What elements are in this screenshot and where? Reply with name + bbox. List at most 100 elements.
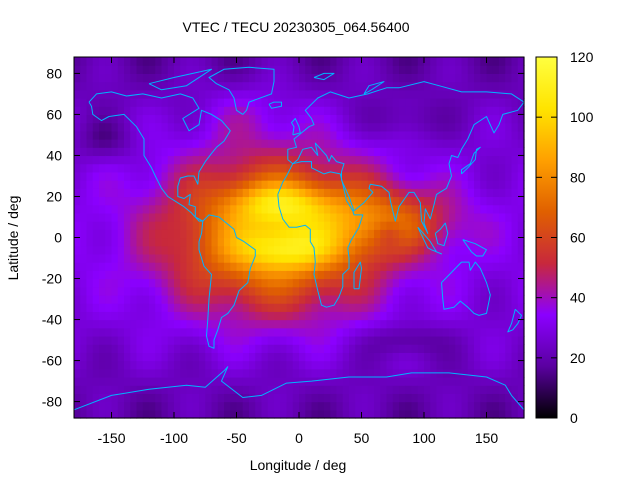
heatmap-cell [261,81,269,91]
heatmap-cell [355,270,363,280]
heatmap-cell [399,114,406,124]
heatmap-cell [192,409,200,419]
heatmap-cell [99,245,106,255]
heatmap-cell [374,106,381,116]
heatmap-cell [474,212,481,222]
heatmap-cell [230,262,238,271]
heatmap-cell [417,311,425,321]
heatmap-cell [186,286,194,296]
heatmap-cell [292,65,300,74]
heatmap-cell [480,262,488,271]
heatmap-cell [392,204,400,214]
heatmap-cell [424,114,431,124]
heatmap-cell [511,319,519,329]
heatmap-cell [161,204,169,214]
heatmap-cell [505,106,513,116]
heatmap-cell [224,155,231,165]
heatmap-cell [367,237,375,247]
heatmap-cell [367,89,375,99]
heatmap-cell [186,65,194,74]
heatmap-cell [474,311,481,321]
heatmap-cell [374,360,381,370]
heatmap-cell [374,122,381,132]
heatmap-cell [174,262,181,271]
heatmap-cell [367,311,375,321]
heatmap-cell [199,311,206,321]
heatmap-cell [467,73,475,83]
heatmap-cell [411,98,419,107]
heatmap-cell [442,335,450,345]
heatmap-cell [461,204,469,214]
heatmap-cell [511,385,519,394]
heatmap-cell [505,114,513,124]
heatmap-cell [274,253,281,263]
heatmap-cell [111,393,119,403]
heatmap-cell [486,155,494,165]
heatmap-cell [161,106,169,116]
new-guinea-coastline [462,239,487,257]
heatmap-cell [242,204,250,214]
heatmap-cell [136,130,144,140]
heatmap-cell [342,57,350,66]
heatmap-cell [211,409,219,419]
heatmap-cell [224,204,231,214]
heatmap-cell [174,163,181,173]
heatmap-cell [486,229,494,239]
heatmap-cell [417,237,425,247]
heatmap-cell [292,114,300,124]
heatmap-cell [192,237,200,247]
heatmap-cell [492,188,500,198]
heatmap-cell [230,171,238,181]
borneo-coastline [434,222,449,247]
heatmap-cell [230,229,238,239]
heatmap-cell [130,360,138,370]
x-tick-label: 0 [295,430,303,446]
heatmap-cell [117,180,125,189]
heatmap-cell [511,122,519,132]
heatmap-cell [305,352,313,362]
heatmap-cell [492,311,500,321]
heatmap-cell [386,114,394,124]
heatmap-cell [449,163,456,173]
heatmap-cell [349,352,356,362]
heatmap-cell [342,171,350,181]
heatmap-cell [355,368,363,378]
heatmap-cell [505,401,513,411]
heatmap-cell [280,253,288,263]
heatmap-cell [455,303,463,312]
heatmap-cell [167,303,175,312]
heatmap-cell [461,393,469,403]
heatmap-cell [136,385,144,394]
heatmap-cell [474,114,481,124]
heatmap-cell [217,327,225,337]
heatmap-cell [311,221,319,230]
heatmap-cell [217,114,225,124]
heatmap-cell [380,180,388,189]
heatmap-cell [461,114,469,124]
heatmap-cell [342,270,350,280]
heatmap-cell [199,155,206,165]
y-tick-label: 40 [46,147,62,163]
heatmap-cell [86,65,94,74]
heatmap-cell [167,360,175,370]
heatmap-cell [392,360,400,370]
heatmap-cell [242,319,250,329]
heatmap-cell [124,180,131,189]
heatmap-cell [386,171,394,181]
heatmap-cell [80,171,88,181]
heatmap-cell [92,229,100,239]
heatmap-cell [399,171,406,181]
heatmap-cell [349,229,356,239]
heatmap-cell [155,155,163,165]
heatmap-cell [467,180,475,189]
heatmap-cell [374,352,381,362]
heatmap-cell [80,106,88,116]
heatmap-cell [255,385,263,394]
heatmap-cell [505,221,513,230]
heatmap-cell [174,245,181,255]
heatmap-cell [117,401,125,411]
heatmap-cell [292,212,300,222]
heatmap-cell [261,376,269,386]
heatmap-cell [517,344,525,353]
heatmap-cell [324,221,331,230]
